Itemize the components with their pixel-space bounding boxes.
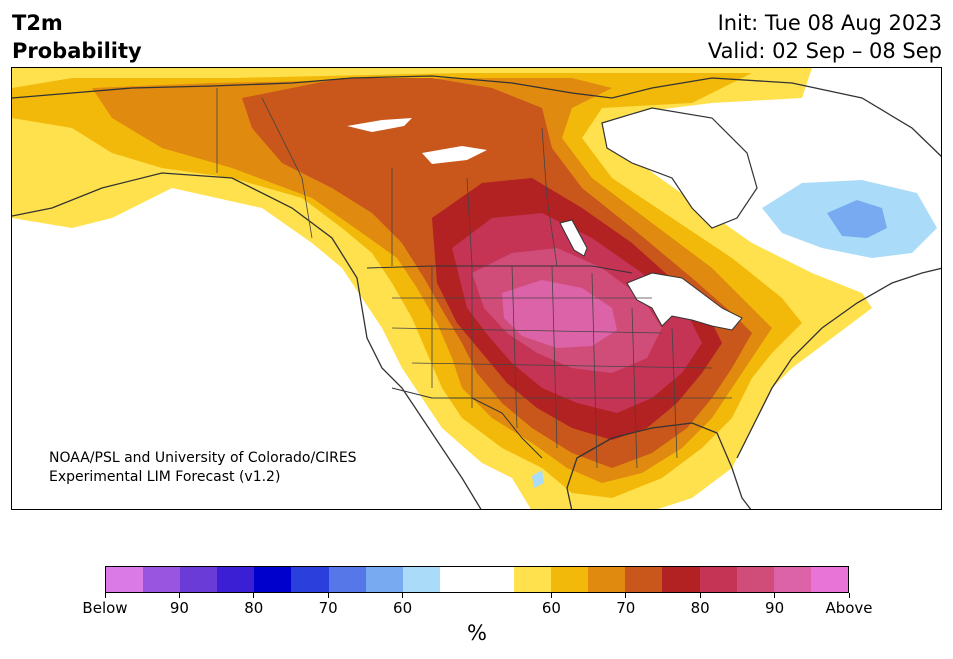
colorbar-segment bbox=[106, 567, 144, 592]
colorbar-tick bbox=[104, 593, 106, 598]
colorbar-tick bbox=[699, 593, 701, 598]
colorbar-tick bbox=[253, 593, 255, 598]
colorbar-tick-label: 90 bbox=[169, 599, 189, 617]
great-bear-lake bbox=[422, 146, 487, 164]
colorbar-tick-label: 70 bbox=[616, 599, 636, 617]
great-slave-lake bbox=[347, 118, 412, 132]
colorbar-tick bbox=[625, 593, 627, 598]
contour-below-65 bbox=[827, 200, 887, 238]
colorbar-unit: % bbox=[467, 621, 487, 645]
contour-below-60-mexico bbox=[532, 470, 544, 488]
title-quantity: Probability bbox=[12, 39, 142, 63]
colorbar-segment bbox=[476, 567, 515, 592]
forecast-dates: Init: Tue 08 Aug 2023 Valid: 02 Sep – 08… bbox=[708, 9, 942, 65]
lake-winnipeg bbox=[559, 219, 588, 257]
credit-line-1: NOAA/PSL and University of Colorado/CIRE… bbox=[49, 450, 357, 466]
map-title: T2m Probability bbox=[12, 9, 142, 65]
colorbar-segment bbox=[551, 567, 589, 592]
colorbar-segment bbox=[588, 567, 626, 592]
contour-above-95 bbox=[502, 280, 617, 348]
coastline-east bbox=[736, 267, 941, 459]
great-lakes bbox=[626, 272, 743, 331]
colorbar-segment bbox=[291, 567, 329, 592]
colorbar-tick bbox=[402, 593, 404, 598]
hudson-bay bbox=[601, 107, 758, 229]
colorbar-segment bbox=[810, 567, 848, 592]
colorbar-tick-label: 60 bbox=[393, 599, 413, 617]
colorbar-segment bbox=[328, 567, 366, 592]
colorbar-segment bbox=[217, 567, 255, 592]
colorbar-tick bbox=[550, 593, 552, 598]
colorbar-segment bbox=[662, 567, 700, 592]
colorbar-tick-label: 90 bbox=[765, 599, 785, 617]
colorbar-tick bbox=[848, 593, 850, 598]
credit-text: NOAA/PSL and University of Colorado/CIRE… bbox=[49, 449, 357, 487]
state-province-lines bbox=[216, 88, 732, 469]
coastline-west bbox=[12, 172, 482, 509]
colorbar-segment bbox=[699, 567, 737, 592]
colorbar-tick bbox=[327, 593, 329, 598]
colorbar-segment bbox=[625, 567, 663, 592]
coastline-arctic bbox=[12, 75, 941, 157]
colorbar-tick bbox=[774, 593, 776, 598]
init-date: Init: Tue 08 Aug 2023 bbox=[717, 11, 942, 35]
colorbar-segment bbox=[402, 567, 440, 592]
colorbar-segment bbox=[365, 567, 403, 592]
colorbar-tick-label: Below bbox=[82, 599, 128, 617]
colorbar-segment bbox=[773, 567, 811, 592]
map-panel: NOAA/PSL and University of Colorado/CIRE… bbox=[11, 67, 942, 510]
colorbar-tick-label: 70 bbox=[318, 599, 338, 617]
credit-line-2: Experimental LIM Forecast (v1.2) bbox=[49, 469, 281, 485]
colorbar-tick-label: 60 bbox=[541, 599, 561, 617]
valid-dates: Valid: 02 Sep – 08 Sep bbox=[707, 39, 942, 63]
colorbar-segment bbox=[514, 567, 552, 592]
colorbar-segment bbox=[439, 567, 477, 592]
colorbar-segment bbox=[254, 567, 292, 592]
probability-map bbox=[12, 68, 941, 509]
colorbar bbox=[105, 566, 849, 593]
colorbar-tick-label: Above bbox=[825, 599, 873, 617]
title-variable: T2m bbox=[12, 11, 63, 35]
colorbar-segment bbox=[143, 567, 181, 592]
us-mexico-border bbox=[391, 387, 543, 459]
coastline-gulf bbox=[566, 422, 752, 509]
colorbar-tick bbox=[178, 593, 180, 598]
colorbar-tick-label: 80 bbox=[244, 599, 264, 617]
colorbar-segment bbox=[180, 567, 218, 592]
colorbar-tick-label: 80 bbox=[690, 599, 710, 617]
colorbar-segment bbox=[736, 567, 774, 592]
